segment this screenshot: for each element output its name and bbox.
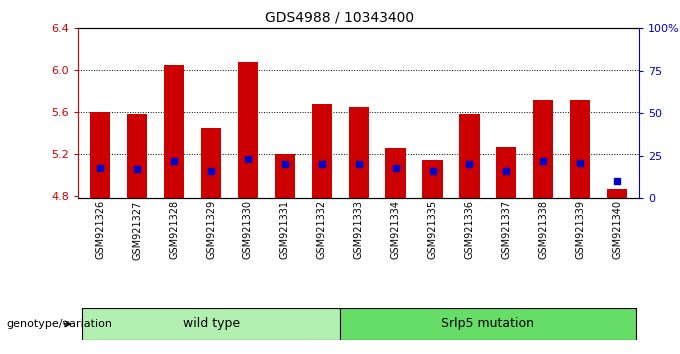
Bar: [311, 104, 332, 198]
Bar: [570, 99, 590, 198]
Bar: [275, 154, 295, 198]
Bar: [238, 62, 258, 198]
Bar: [349, 107, 369, 198]
Text: GDS4988 / 10343400: GDS4988 / 10343400: [265, 11, 415, 25]
Text: GSM921336: GSM921336: [464, 200, 475, 259]
Text: GSM921330: GSM921330: [243, 200, 253, 259]
Bar: [340, 308, 636, 340]
Bar: [607, 189, 627, 198]
Text: GSM921334: GSM921334: [390, 200, 401, 259]
Bar: [127, 114, 148, 198]
Text: wild type: wild type: [182, 318, 239, 330]
Text: genotype/variation: genotype/variation: [7, 319, 113, 329]
Text: GSM921337: GSM921337: [501, 200, 511, 259]
Bar: [201, 128, 221, 198]
Text: GSM921339: GSM921339: [575, 200, 585, 259]
Text: GSM921331: GSM921331: [280, 200, 290, 259]
Bar: [533, 99, 554, 198]
Text: GSM921328: GSM921328: [169, 200, 179, 259]
Text: GSM921333: GSM921333: [354, 200, 364, 259]
Bar: [422, 160, 443, 198]
Bar: [496, 147, 517, 198]
Bar: [90, 112, 110, 198]
Text: GSM921326: GSM921326: [95, 200, 105, 259]
Text: GSM921332: GSM921332: [317, 200, 327, 259]
Text: Srlp5 mutation: Srlp5 mutation: [441, 318, 534, 330]
Bar: [82, 308, 340, 340]
Text: GSM921338: GSM921338: [539, 200, 548, 259]
Text: GSM921340: GSM921340: [612, 200, 622, 259]
Bar: [386, 148, 406, 198]
Text: GSM921329: GSM921329: [206, 200, 216, 259]
Bar: [459, 114, 479, 198]
Text: GSM921335: GSM921335: [428, 200, 437, 259]
Bar: [164, 65, 184, 198]
Text: GSM921327: GSM921327: [132, 200, 142, 259]
